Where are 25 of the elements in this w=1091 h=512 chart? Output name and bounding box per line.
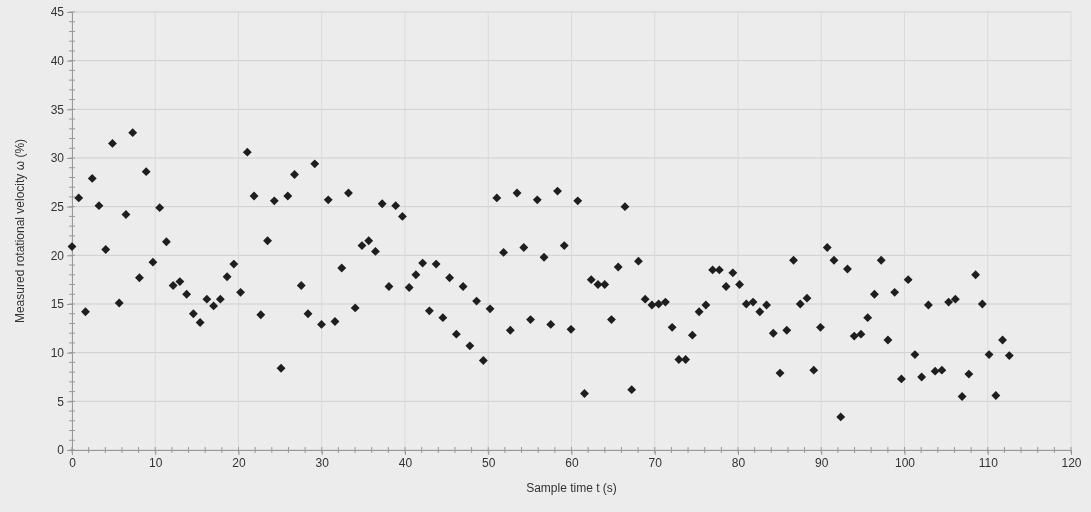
x-tick-label: 80	[731, 455, 746, 470]
y-tick-label: 10	[50, 346, 65, 361]
x-tick-label: 20	[232, 455, 246, 470]
y-tick-label: 30	[50, 151, 65, 166]
x-tick-label: 60	[565, 455, 579, 470]
x-tick-label: 90	[815, 455, 829, 470]
y-axis-title: Measured rotational velocity ω (%)	[13, 138, 27, 324]
y-tick-label: 45	[50, 5, 65, 20]
y-tick-label: 40	[50, 54, 65, 69]
x-tick-label: 50	[482, 455, 496, 470]
x-tick-label: 10	[149, 455, 163, 470]
y-tick-label: 15	[50, 297, 65, 312]
y-tick-label: 0	[57, 443, 65, 458]
x-tick-label: 100	[894, 455, 916, 470]
y-tick-label: 20	[50, 248, 65, 263]
y-tick-label: 5	[57, 394, 65, 409]
y-tick-label: 35	[50, 102, 65, 117]
x-tick-label: 70	[648, 455, 663, 470]
x-tick-label: 0	[69, 455, 77, 470]
x-axis-title: Sample time t (s)	[526, 481, 617, 495]
x-tick-label: 120	[1061, 455, 1082, 470]
x-tick-label: 110	[978, 455, 999, 470]
x-tick-label: 30	[315, 455, 330, 470]
y-tick-label: 25	[50, 200, 65, 215]
x-tick-label: 40	[398, 455, 413, 470]
